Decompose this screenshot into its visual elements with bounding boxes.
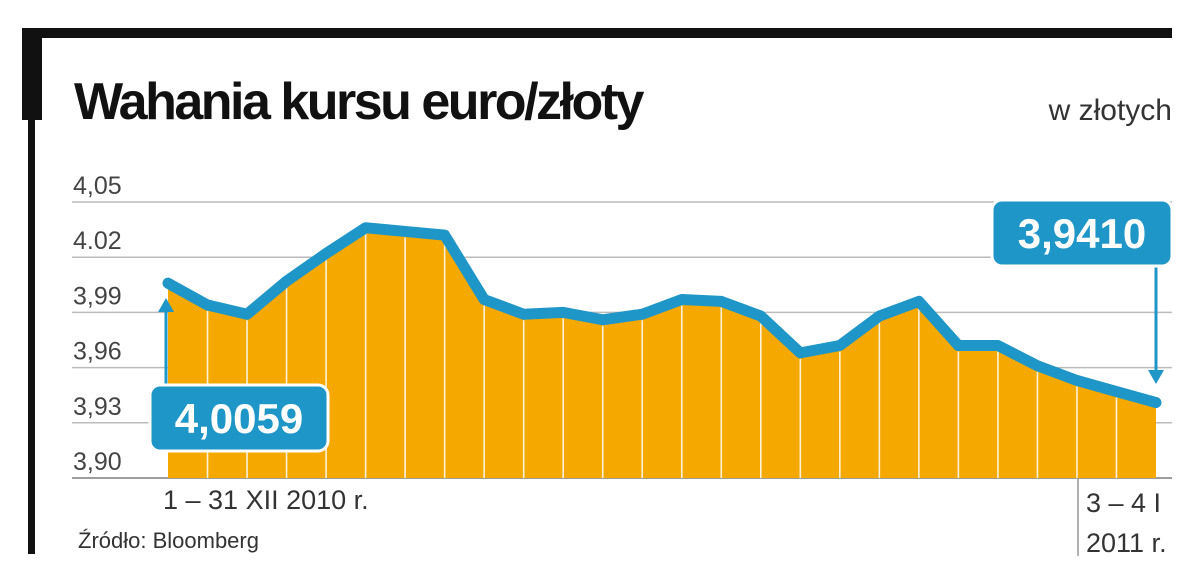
frame-left-bar (28, 28, 35, 554)
annotation-arrow-head (158, 298, 174, 312)
x-range-end-label-line2: 2011 r. (1086, 528, 1167, 558)
tick-layer: 4,05 4.02 3,99 3,96 3,93 3,90 (73, 172, 122, 476)
annotation-label: 3,9410 (1018, 210, 1146, 257)
y-tick-label: 3,93 (73, 393, 122, 421)
source-note: Źródło: Bloomberg (78, 528, 259, 553)
line-layer (162, 222, 1162, 409)
area-layer (168, 227, 1156, 478)
axis-label-layer: 1 – 31 XII 2010 r. 3 – 4 I 2011 r. (163, 478, 1167, 558)
annotation-layer: 4,0059 3,9410 (148, 198, 1174, 453)
annotation-box (990, 198, 1174, 268)
annotation-box (148, 383, 330, 453)
series-line (162, 222, 1162, 409)
y-tick-label: 3,90 (73, 448, 122, 476)
annotation-arrow-head (1148, 370, 1164, 384)
frame-top-bar (22, 28, 1172, 38)
y-tick-label: 4,05 (73, 172, 122, 200)
chart-title: Wahania kursu euro/złoty (74, 73, 644, 131)
unit-label: w złotych (1048, 94, 1172, 127)
area-fill (168, 227, 1156, 478)
annotation-label: 4,0059 (175, 395, 303, 442)
y-tick-label: 4.02 (73, 227, 122, 255)
y-tick-label: 3,99 (73, 282, 122, 310)
x-range-end-label-line1: 3 – 4 I (1086, 488, 1161, 518)
x-range-start-label: 1 – 31 XII 2010 r. (163, 485, 369, 515)
y-tick-label: 3,96 (73, 338, 122, 366)
